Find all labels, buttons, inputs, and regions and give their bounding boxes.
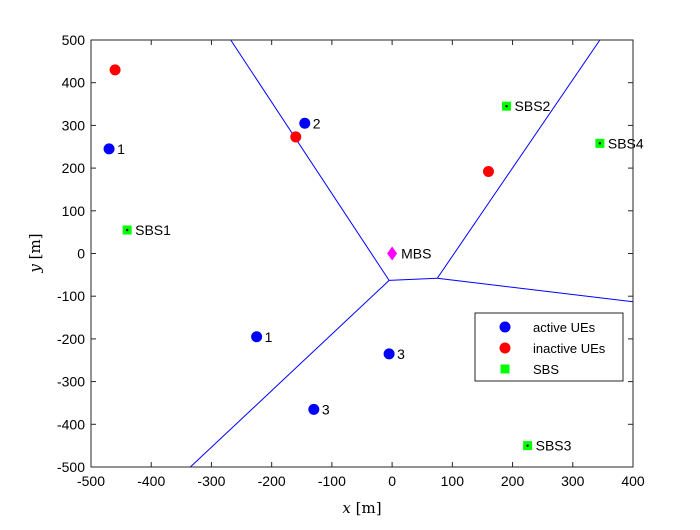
point-label: SBS2 bbox=[515, 98, 551, 114]
sbs-center-dot bbox=[526, 444, 529, 447]
active-ues-point bbox=[251, 331, 263, 343]
x-tick-label: -500 bbox=[77, 473, 105, 489]
point-label: SBS3 bbox=[536, 438, 572, 454]
region-boundaries bbox=[190, 40, 633, 467]
y-tick-label: 300 bbox=[62, 117, 86, 133]
x-tick-label: 300 bbox=[561, 473, 585, 489]
y-tick-label: -300 bbox=[57, 374, 85, 390]
point-label: 3 bbox=[322, 401, 330, 417]
y-tick-label: 400 bbox=[62, 75, 86, 91]
axes bbox=[90, 39, 634, 468]
boundary-line bbox=[389, 277, 438, 281]
y-tick-label: -500 bbox=[57, 459, 85, 475]
active-ues-point bbox=[103, 143, 115, 155]
mbs-label: MBS bbox=[401, 246, 431, 262]
legend-label: active UEs bbox=[533, 320, 596, 335]
point-label: 1 bbox=[265, 329, 273, 345]
y-tick-label: 200 bbox=[62, 160, 86, 176]
boundary-line bbox=[190, 280, 390, 467]
y-tick-label: -100 bbox=[57, 288, 85, 304]
y-tick-label: 100 bbox=[62, 203, 86, 219]
x-tick-label: -300 bbox=[197, 473, 225, 489]
sbs-center-dot bbox=[125, 228, 129, 232]
data-points bbox=[103, 64, 605, 451]
x-tick-label: -200 bbox=[258, 473, 286, 489]
point-label: 3 bbox=[397, 346, 405, 362]
x-tick-label: 200 bbox=[501, 473, 525, 489]
boundary-line bbox=[436, 40, 601, 279]
x-tick-label: 100 bbox=[441, 473, 465, 489]
legend-label: inactive UEs bbox=[533, 341, 606, 356]
inactive-ues-point bbox=[109, 64, 121, 76]
mbs-marker bbox=[387, 246, 398, 261]
point-label: SBS4 bbox=[608, 135, 644, 151]
y-tick-label: 500 bbox=[62, 32, 86, 48]
y-axis-title: y [m] bbox=[26, 233, 44, 273]
x-tick-label: 0 bbox=[388, 473, 396, 489]
x-axis-title: x [m] bbox=[342, 499, 381, 517]
legend-marker bbox=[499, 342, 511, 354]
active-ues-point bbox=[383, 348, 395, 360]
boundary-line bbox=[230, 40, 390, 281]
x-tick-label: 400 bbox=[621, 473, 645, 489]
sbs-center-dot bbox=[598, 142, 602, 145]
tick-labels: -500 -400 -300 -200 -100 0 100 200 300 400 -500 -40… bbox=[57, 32, 645, 489]
point-label: 2 bbox=[313, 115, 321, 131]
y-tick-label: -400 bbox=[57, 416, 85, 432]
inactive-ues-point bbox=[290, 131, 302, 143]
boundary-line bbox=[437, 277, 633, 303]
active-ues-point bbox=[308, 403, 320, 415]
y-tick-label: -200 bbox=[57, 331, 85, 347]
legend-marker bbox=[500, 364, 510, 374]
legend: active UEs inactive UEs SBS bbox=[474, 312, 624, 382]
x-tick-label: -400 bbox=[137, 473, 165, 489]
active-ues-point bbox=[299, 117, 311, 129]
point-labels: 1 2 1 3 3 SBS1 SBS2 SBS3 SBS4 MBS bbox=[117, 98, 644, 453]
axes-box bbox=[90, 39, 634, 468]
point-label: 1 bbox=[117, 141, 125, 157]
legend-marker bbox=[499, 321, 511, 333]
x-tick-label: -100 bbox=[318, 473, 346, 489]
inactive-ues-point bbox=[482, 166, 494, 178]
point-label: SBS1 bbox=[135, 222, 171, 238]
legend-label: SBS bbox=[533, 362, 559, 377]
sbs-center-dot bbox=[505, 104, 508, 108]
y-tick-label: 0 bbox=[77, 246, 85, 262]
